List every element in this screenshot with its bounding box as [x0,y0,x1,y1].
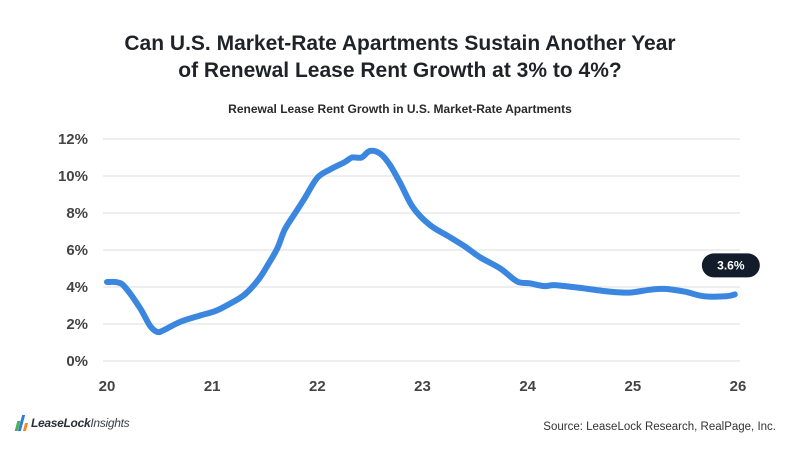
source-note: Source: LeaseLock Research, RealPage, In… [543,421,776,433]
y-tick-label: 12% [58,131,88,148]
x-tick-label: 24 [519,378,536,395]
x-tick-label: 21 [204,378,221,395]
x-axis-ticks: 20 21 22 23 24 25 26 [99,378,747,395]
y-tick-label: 4% [66,279,88,296]
logo-text-light: Insights [90,416,130,430]
y-tick-label: 6% [66,242,88,259]
y-tick-label: 2% [66,316,88,333]
chart-subtitle: Renewal Lease Rent Growth in U.S. Market… [228,102,572,116]
y-tick-label: 0% [66,353,88,370]
x-tick-label: 20 [99,378,116,395]
series-line [104,147,738,336]
x-tick-label: 26 [730,378,747,395]
chart-title: Can U.S. Market-Rate Apartments Sustain … [0,30,800,84]
x-tick-label: 23 [414,378,431,395]
badge-label: 3.6% [717,258,745,272]
y-axis-ticks: 0% 2% 4% 6% 8% 10% 12% [58,131,88,370]
latest-value-badge: 3.6% [701,253,760,278]
x-tick-label: 25 [624,378,641,395]
y-tick-label: 8% [66,205,88,222]
chart-title-line-2: of Renewal Lease Rent Growth at 3% to 4%… [178,59,622,82]
x-tick-label: 22 [309,378,326,395]
gridlines [103,138,740,362]
badge-background [701,253,760,278]
logo-text: LeaseLockInsights [31,416,130,430]
logo-text-bold: LeaseLock [31,416,91,430]
annotations: 3.6% [701,253,760,278]
leaselock-insights-logo: LeaseLockInsights [14,415,130,431]
chart-title-line-1: Can U.S. Market-Rate Apartments Sustain … [124,32,676,55]
series-layer [104,147,738,336]
logo-bars-icon [14,415,29,431]
y-tick-label: 10% [58,168,88,185]
